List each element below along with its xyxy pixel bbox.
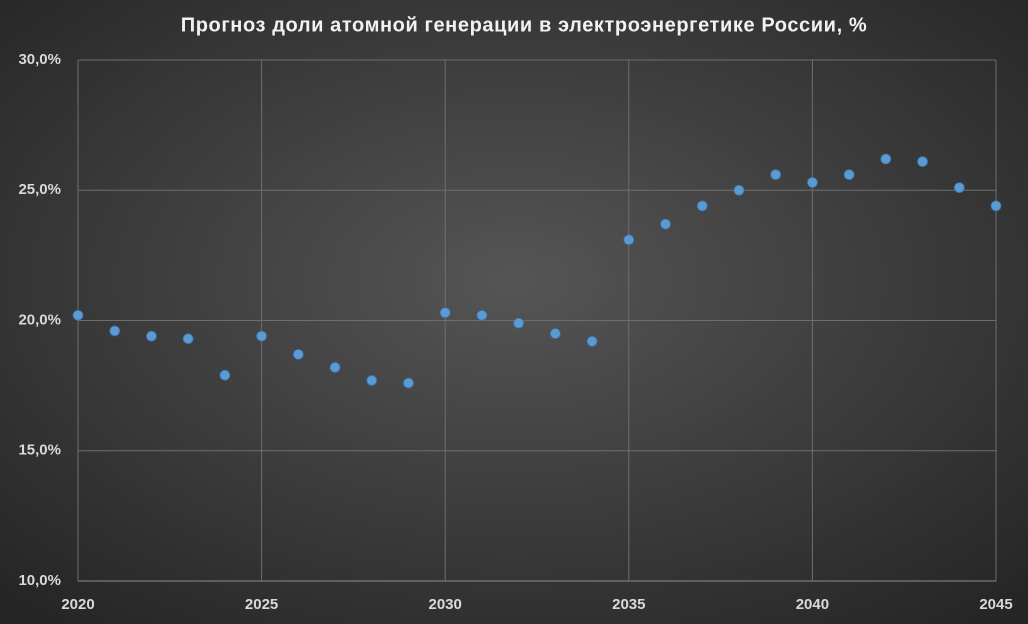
data-point	[549, 328, 561, 339]
data-point	[513, 317, 525, 329]
data-point	[843, 169, 855, 181]
x-tick-label: 2040	[796, 596, 829, 613]
data-point	[807, 177, 818, 188]
data-point	[439, 307, 451, 319]
data-point	[953, 182, 965, 194]
x-tick-label: 2020	[61, 596, 94, 613]
data-point	[880, 153, 892, 165]
x-tick-label: 2025	[245, 596, 278, 613]
data-point	[72, 309, 84, 321]
y-tick-label: 25,0%	[18, 181, 61, 198]
data-point	[990, 200, 1002, 212]
x-tick-label: 2035	[612, 596, 645, 613]
data-point	[329, 361, 341, 373]
y-tick-label: 20,0%	[18, 311, 61, 328]
data-point	[917, 156, 928, 167]
data-point	[660, 218, 671, 230]
data-point	[623, 234, 635, 246]
x-tick-label: 2030	[429, 596, 462, 613]
y-tick-label: 10,0%	[18, 572, 61, 589]
data-point	[403, 377, 414, 389]
y-tick-label: 30,0%	[18, 51, 61, 68]
data-point	[109, 325, 121, 337]
data-point	[770, 169, 782, 181]
x-tick-label: 2045	[979, 596, 1012, 613]
y-tick-label: 15,0%	[18, 442, 61, 459]
data-point	[182, 333, 194, 345]
data-point	[256, 330, 268, 342]
data-point	[733, 184, 745, 196]
chart-title: Прогноз доли атомной генерации в электро…	[181, 14, 868, 36]
data-point	[476, 309, 488, 321]
data-point	[696, 200, 708, 212]
data-point	[292, 348, 304, 360]
data-point	[366, 375, 378, 386]
data-point	[219, 369, 231, 381]
data-point	[146, 330, 157, 342]
data-point	[586, 335, 598, 347]
